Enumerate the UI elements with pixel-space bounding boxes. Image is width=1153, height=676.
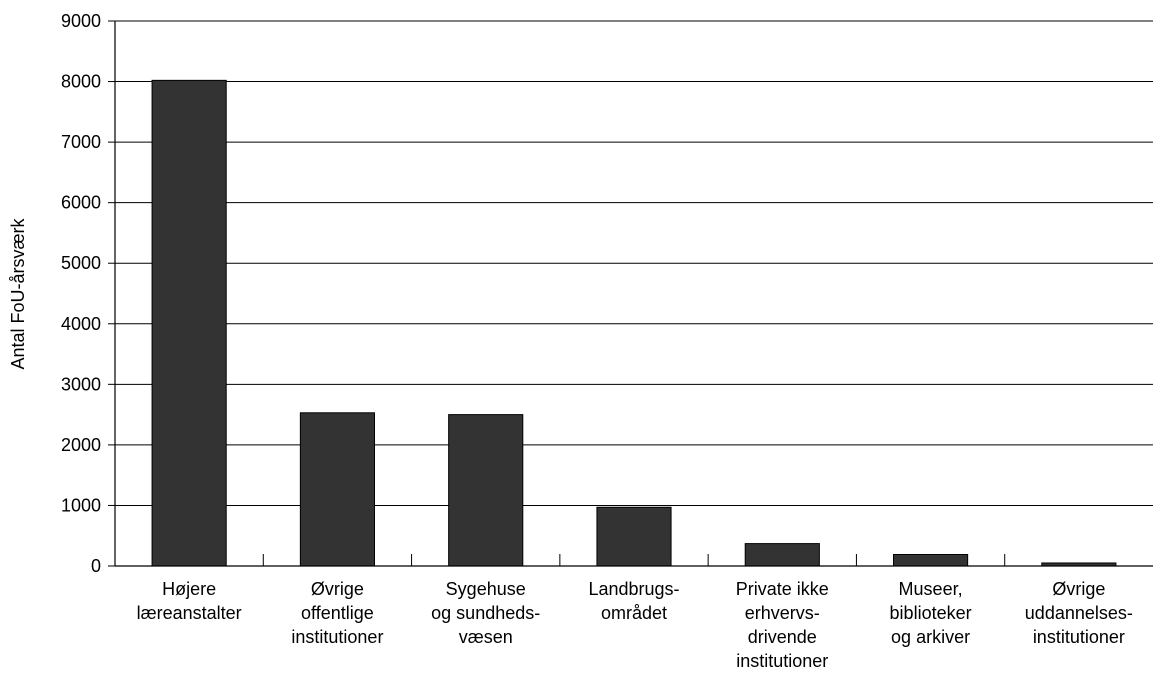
y-tick-label: 7000 [61,132,101,152]
y-tick-label: 8000 [61,72,101,92]
bar [744,543,820,567]
y-tick-label: 9000 [61,11,101,31]
bar [299,412,376,567]
x-tick-label: Private ikke erhvervs-drivende institution… [736,579,829,671]
x-tick-label: Øvrige offentlige institutioner [291,579,383,647]
x-tick-label: Museer, biblioteker og arkiver [890,579,972,647]
gridlines [115,20,1153,506]
x-tick-label: Højere læreanstalter [137,579,242,623]
y-tick-labels: 0 1000 2000 3000 4000 5000 6000 7000 8000 9000 [61,11,101,576]
y-tick-label: 1000 [61,495,101,515]
y-tick-label: 2000 [61,435,101,455]
y-tick-label: 5000 [61,253,101,273]
x-tick-label: Sygehuse og sundheds-væsen [431,579,540,647]
y-axis-title: Antal FoU-årsværk [8,217,28,369]
x-tick-label: Øvrige uddannelses-institutioner [1025,579,1133,647]
axes [108,20,1153,567]
y-tick-label: 3000 [61,374,101,394]
bar [596,506,672,567]
bar [448,414,524,567]
y-tick-label: 6000 [61,193,101,213]
y-tick-label: 4000 [61,314,101,334]
bars [151,79,1117,567]
bar [151,79,227,567]
y-tick-label: 0 [91,556,101,576]
bar [893,553,969,567]
x-tick-label: Landbrugs-området [588,579,679,623]
x-tick-labels: Højere læreanstalter Øvrige offentlige insti… [137,579,1133,671]
